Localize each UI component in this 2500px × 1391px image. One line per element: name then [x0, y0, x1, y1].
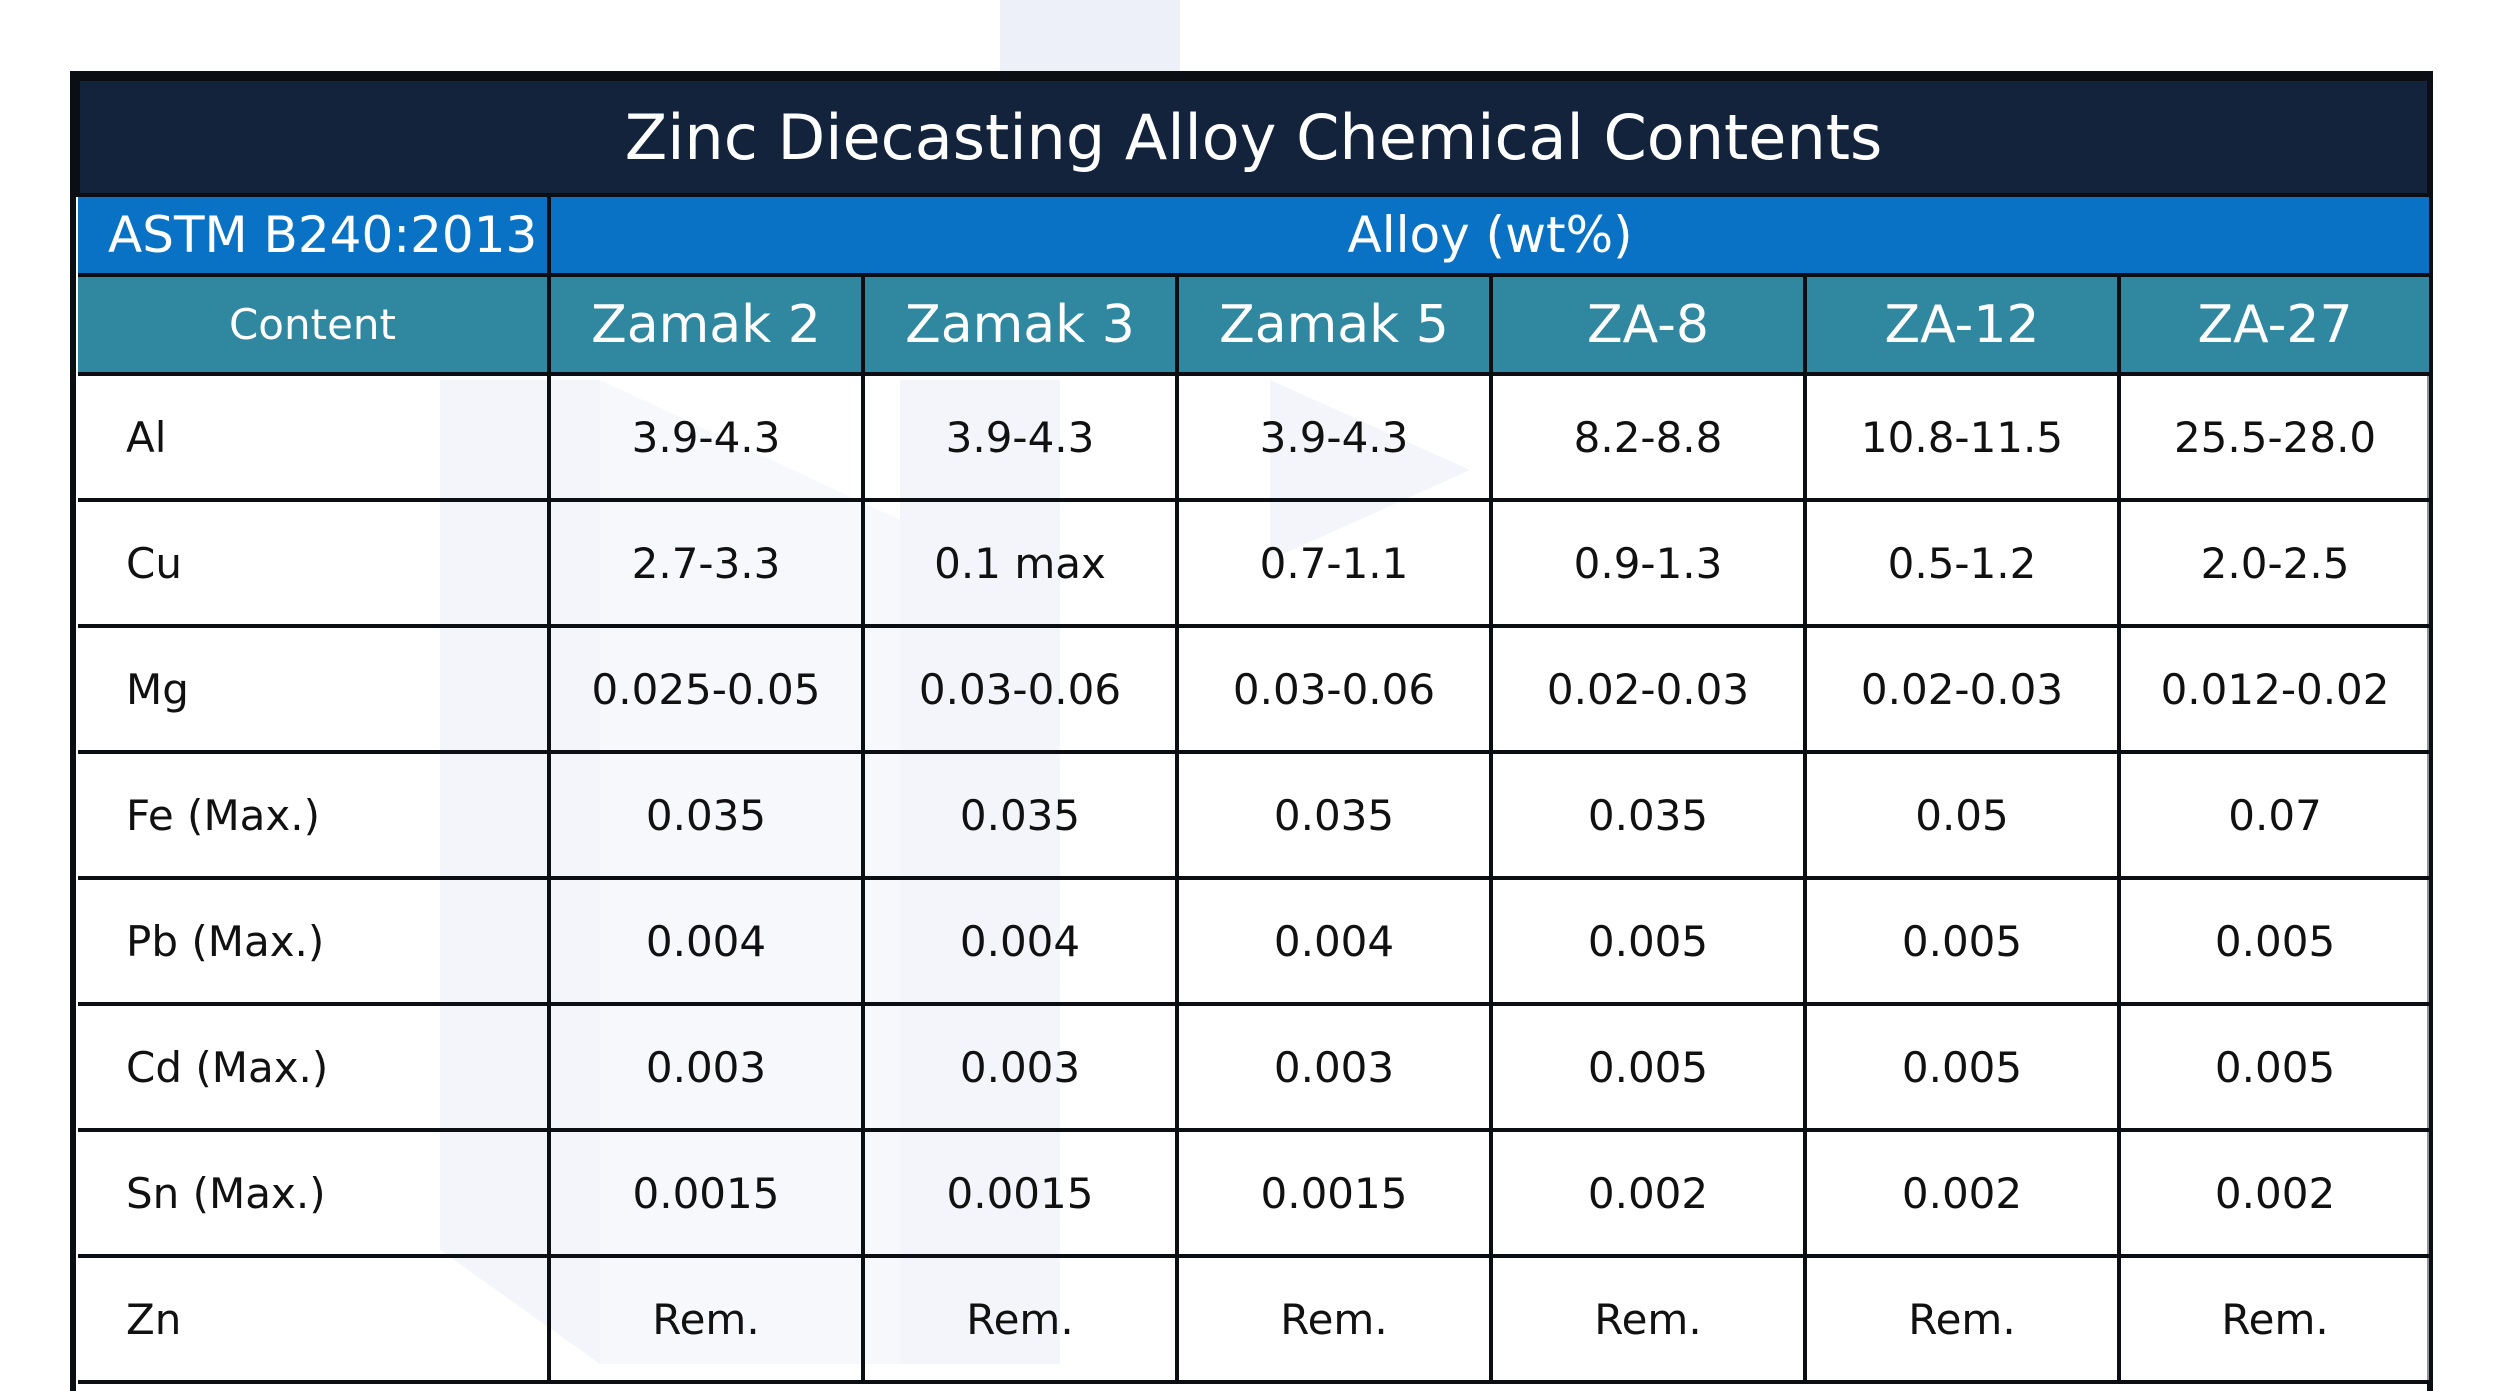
table-row: Zn Rem. Rem. Rem. Rem. Rem. Rem.: [78, 1254, 2430, 1384]
element-cell: Pb (Max.): [78, 876, 551, 1006]
standard-label: ASTM B240:2013: [78, 193, 551, 277]
value-cell: 0.012-0.02: [2116, 624, 2430, 754]
value-cell: 0.02-0.03: [1489, 624, 1807, 754]
value-cell: 0.005: [1489, 1002, 1807, 1132]
value-cell: 0.004: [1175, 876, 1493, 1006]
value-cell: 0.7-1.1: [1175, 498, 1493, 628]
value-cell: 0.1 max: [861, 498, 1179, 628]
value-cell: 0.035: [547, 750, 865, 880]
alloy-column-header: ZA-12: [1803, 273, 2121, 376]
value-cell: Rem.: [1489, 1254, 1807, 1384]
value-cell: Rem.: [2116, 1254, 2430, 1384]
value-cell: 0.002: [2116, 1128, 2430, 1258]
alloy-table-frame: Zinc Diecasting Alloy Chemical Contents …: [70, 71, 2433, 1391]
element-cell: Al: [78, 372, 551, 502]
value-cell: 3.9-4.3: [1175, 372, 1493, 502]
value-cell: 0.07: [2116, 750, 2430, 880]
value-cell: 0.005: [1803, 1002, 2121, 1132]
value-cell: 0.05: [1803, 750, 2121, 880]
content-column-header: Content: [78, 273, 551, 376]
value-cell: 25.5-28.0: [2116, 372, 2430, 502]
value-cell: 0.035: [1175, 750, 1493, 880]
element-cell: Cd (Max.): [78, 1002, 551, 1132]
table-row: Cu 2.7-3.3 0.1 max 0.7-1.1 0.9-1.3 0.5-1…: [78, 498, 2430, 628]
element-cell: Cu: [78, 498, 551, 628]
value-cell: 0.035: [861, 750, 1179, 880]
value-cell: 0.02-0.03: [1803, 624, 2121, 754]
value-cell: 0.002: [1489, 1128, 1807, 1258]
alloy-column-header: Zamak 5: [1175, 273, 1493, 376]
value-cell: Rem.: [1175, 1254, 1493, 1384]
alloy-group-label: Alloy (wt%): [546, 193, 2430, 277]
value-cell: 3.9-4.3: [547, 372, 865, 502]
value-cell: 0.03-0.06: [1175, 624, 1493, 754]
table-row: Al 3.9-4.3 3.9-4.3 3.9-4.3 8.2-8.8 10.8-…: [78, 372, 2430, 502]
table-row: Mg 0.025-0.05 0.03-0.06 0.03-0.06 0.02-0…: [78, 624, 2430, 754]
value-cell: Rem.: [861, 1254, 1179, 1384]
value-cell: 10.8-11.5: [1803, 372, 2121, 502]
value-cell: 0.003: [1175, 1002, 1493, 1132]
value-cell: 2.0-2.5: [2116, 498, 2430, 628]
value-cell: 2.7-3.3: [547, 498, 865, 628]
value-cell: 3.9-4.3: [861, 372, 1179, 502]
alloy-column-header: ZA-27: [2116, 273, 2430, 376]
table-row: Cd (Max.) 0.003 0.003 0.003 0.005 0.005 …: [78, 1002, 2430, 1132]
table-row: Sn (Max.) 0.0015 0.0015 0.0015 0.002 0.0…: [78, 1128, 2430, 1258]
value-cell: 0.0015: [861, 1128, 1179, 1258]
element-cell: Fe (Max.): [78, 750, 551, 880]
value-cell: Rem.: [547, 1254, 865, 1384]
value-cell: 0.003: [547, 1002, 865, 1132]
value-cell: 0.035: [1489, 750, 1807, 880]
value-cell: 0.002: [1803, 1128, 2121, 1258]
value-cell: 0.0015: [547, 1128, 865, 1258]
value-cell: 0.0015: [1175, 1128, 1493, 1258]
element-cell: Mg: [78, 624, 551, 754]
value-cell: 0.9-1.3: [1489, 498, 1807, 628]
value-cell: 0.005: [2116, 1002, 2430, 1132]
value-cell: 0.004: [547, 876, 865, 1006]
alloy-chemical-table: Zinc Diecasting Alloy Chemical Contents …: [75, 77, 2432, 1384]
alloy-column-header: Zamak 3: [861, 273, 1179, 376]
value-cell: 0.004: [861, 876, 1179, 1006]
value-cell: Rem.: [1803, 1254, 2121, 1384]
value-cell: 0.03-0.06: [861, 624, 1179, 754]
value-cell: 0.005: [1803, 876, 2121, 1006]
value-cell: 0.003: [861, 1002, 1179, 1132]
table-title: Zinc Diecasting Alloy Chemical Contents: [75, 77, 2432, 197]
value-cell: 8.2-8.8: [1489, 372, 1807, 502]
table-row: Fe (Max.) 0.035 0.035 0.035 0.035 0.05 0…: [78, 750, 2430, 880]
alloy-column-header: Zamak 2: [547, 273, 865, 376]
table-row: Pb (Max.) 0.004 0.004 0.004 0.005 0.005 …: [78, 876, 2430, 1006]
value-cell: 0.005: [2116, 876, 2430, 1006]
alloy-column-header: ZA-8: [1489, 273, 1807, 376]
value-cell: 0.025-0.05: [547, 624, 865, 754]
element-cell: Zn: [78, 1254, 551, 1384]
value-cell: 0.5-1.2: [1803, 498, 2121, 628]
element-cell: Sn (Max.): [78, 1128, 551, 1258]
value-cell: 0.005: [1489, 876, 1807, 1006]
